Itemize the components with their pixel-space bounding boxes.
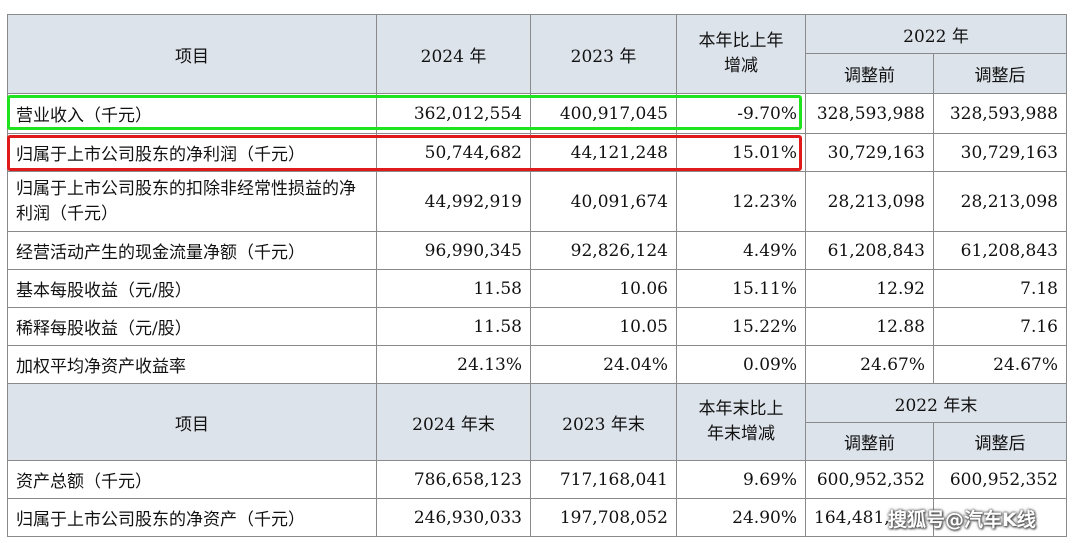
cell-before: 600,952,352 xyxy=(805,460,934,499)
header-item: 项目 xyxy=(7,383,377,461)
cell-before: 164,481, xyxy=(805,498,934,537)
header-row-1: 项目 2024 年 2023 年 本年比上年增减 2022 年 xyxy=(7,14,1067,94)
table-row: 营业收入（千元） 362,012,554 400,917,045 -9.70% … xyxy=(7,93,1067,134)
cell-after: 7.18 xyxy=(933,269,1067,308)
cell-change: 9.69% xyxy=(676,460,806,499)
header-2023: 2023 年 xyxy=(530,14,677,94)
row-label: 基本每股收益（元/股） xyxy=(7,269,377,308)
cell-change: 24.90% xyxy=(676,498,806,537)
table-row: 经营活动产生的现金流量净额（千元） 96,990,345 92,826,124 … xyxy=(7,231,1067,270)
header-2023-end: 2023 年末 xyxy=(530,383,677,461)
cell-change: -9.70% xyxy=(676,93,806,134)
row-label: 归属于上市公司股东的扣除非经常性损益的净利润（千元） xyxy=(7,171,377,232)
row-label: 营业收入（千元） xyxy=(7,93,377,134)
cell-2024: 11.58 xyxy=(376,307,531,346)
financial-table: 项目 2024 年 2023 年 本年比上年增减 2022 年 调整前 调整后 … xyxy=(7,14,1067,537)
cell-2023: 92,826,124 xyxy=(530,231,677,270)
cell-before: 12.92 xyxy=(805,269,934,308)
row-label: 归属于上市公司股东的净资产（千元） xyxy=(7,498,377,537)
cell-after: 30,729,163 xyxy=(933,133,1067,172)
header-row-2: 项目 2024 年末 2023 年末 本年末比上年末增减 2022 年末 xyxy=(7,383,1067,461)
cell-change: 15.11% xyxy=(676,269,806,308)
cell-2024: 246,930,033 xyxy=(376,498,531,537)
table-row: 归属于上市公司股东的净资产（千元） 246,930,033 197,708,05… xyxy=(7,498,1067,537)
cell-before: 328,593,988 xyxy=(805,93,934,134)
header-after: 调整后 xyxy=(933,53,1067,94)
cell-change: 12.23% xyxy=(676,171,806,232)
cell-change: 15.01% xyxy=(676,133,806,172)
header-2024-end: 2024 年末 xyxy=(376,383,531,461)
header-row-2b: 调整前 调整后 xyxy=(8,422,1067,461)
cell-after: 600,952,352 xyxy=(933,460,1067,499)
cell-2024: 362,012,554 xyxy=(376,93,531,134)
header-2024: 2024 年 xyxy=(376,14,531,94)
cell-after: 61,208,843 xyxy=(933,231,1067,270)
header-row-1b: 调整前 调整后 xyxy=(8,53,1067,94)
cell-before: 30,729,163 xyxy=(805,133,934,172)
cell-after xyxy=(933,498,1067,537)
header-after: 调整后 xyxy=(933,422,1067,461)
table-row: 归属于上市公司股东的净利润（千元） 50,744,682 44,121,248 … xyxy=(7,133,1067,172)
header-change: 本年比上年增减 xyxy=(676,14,806,94)
cell-before: 12.88 xyxy=(805,307,934,346)
row-label: 经营活动产生的现金流量净额（千元） xyxy=(7,231,377,270)
header-item: 项目 xyxy=(7,14,377,94)
watermark: 搜狐号@汽车K线 xyxy=(888,509,1036,531)
header-2022: 2022 年 xyxy=(805,14,1067,54)
cell-after: 28,213,098 xyxy=(933,171,1067,232)
cell-2023: 10.05 xyxy=(530,307,677,346)
header-2022-end: 2022 年末 xyxy=(805,383,1067,423)
cell-before: 61,208,843 xyxy=(805,231,934,270)
header-before: 调整前 xyxy=(805,53,934,94)
cell-2023: 717,168,041 xyxy=(530,460,677,499)
cell-after: 7.16 xyxy=(933,307,1067,346)
cell-2024: 50,744,682 xyxy=(376,133,531,172)
cell-2023: 24.04% xyxy=(530,345,677,384)
cell-2023: 400,917,045 xyxy=(530,93,677,134)
cell-2024: 786,658,123 xyxy=(376,460,531,499)
row-label: 稀释每股收益（元/股） xyxy=(7,307,377,346)
row-label: 资产总额（千元） xyxy=(7,460,377,499)
header-before: 调整前 xyxy=(805,422,934,461)
cell-2024: 44,992,919 xyxy=(376,171,531,232)
table-row: 归属于上市公司股东的扣除非经常性损益的净利润（千元） 44,992,919 40… xyxy=(7,171,1067,232)
row-label: 归属于上市公司股东的净利润（千元） xyxy=(7,133,377,172)
cell-2023: 44,121,248 xyxy=(530,133,677,172)
table-row: 基本每股收益（元/股） 11.58 10.06 15.11% 12.92 7.1… xyxy=(7,269,1067,308)
cell-before: 24.67% xyxy=(805,345,934,384)
cell-2023: 40,091,674 xyxy=(530,171,677,232)
table-row: 加权平均净资产收益率 24.13% 24.04% 0.09% 24.67% 24… xyxy=(7,345,1067,384)
table-row: 资产总额（千元） 786,658,123 717,168,041 9.69% 6… xyxy=(7,460,1067,499)
cell-change: 0.09% xyxy=(676,345,806,384)
cell-2024: 96,990,345 xyxy=(376,231,531,270)
header-change-end: 本年末比上年末增减 xyxy=(676,383,806,461)
cell-2023: 197,708,052 xyxy=(530,498,677,537)
cell-2024: 24.13% xyxy=(376,345,531,384)
table-row: 稀释每股收益（元/股） 11.58 10.05 15.22% 12.88 7.1… xyxy=(7,307,1067,346)
cell-after: 328,593,988 xyxy=(933,93,1067,134)
cell-change: 15.22% xyxy=(676,307,806,346)
cell-2024: 11.58 xyxy=(376,269,531,308)
row-label: 加权平均净资产收益率 xyxy=(7,345,377,384)
cell-before: 28,213,098 xyxy=(805,171,934,232)
cell-change: 4.49% xyxy=(676,231,806,270)
cell-after: 24.67% xyxy=(933,345,1067,384)
cell-2023: 10.06 xyxy=(530,269,677,308)
